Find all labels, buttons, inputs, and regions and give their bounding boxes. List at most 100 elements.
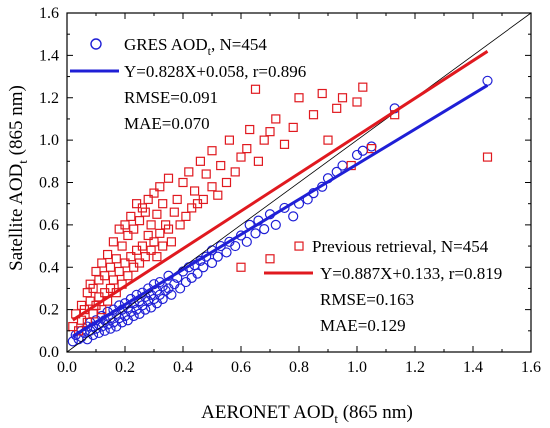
- previous-retrieval-point: [76, 315, 87, 325]
- previous-retrieval-point: [108, 237, 119, 247]
- previous-retrieval-point: [163, 173, 174, 183]
- x-tick-label: 0.4: [173, 359, 193, 376]
- previous-retrieval-point: [265, 127, 275, 137]
- gres-point: [99, 325, 110, 336]
- previous-retrieval-point: [195, 156, 205, 166]
- x-axis-title: AERONET AODt (865 nm): [201, 402, 413, 426]
- gres-point: [241, 236, 252, 247]
- previous-retrieval-point: [155, 228, 165, 238]
- x-tick-label: 0.2: [115, 359, 135, 376]
- previous-retrieval-point: [259, 135, 269, 145]
- gres-point: [279, 202, 290, 214]
- x-tick-label: 1.2: [405, 359, 425, 376]
- previous-retrieval-point: [155, 182, 165, 192]
- gres-point: [192, 268, 203, 279]
- gres-point: [259, 224, 270, 235]
- previous-retrieval-point: [143, 194, 153, 205]
- one-to-one-line: [66, 12, 532, 353]
- previous-retrieval-point: [181, 211, 191, 221]
- y-tick-labels: 0.0 0.2 0.4 0.6 0.8 1.0 1.2 1.4 1.6: [39, 5, 59, 361]
- legend-gres-label: GRES AODt, N=454: [124, 35, 267, 58]
- gres-point: [337, 160, 348, 171]
- previous-retrieval-point: [134, 216, 145, 226]
- previous-retrieval-point: [178, 177, 188, 188]
- previous-fit-line: [71, 50, 489, 322]
- y-tick-label: 1.4: [39, 47, 59, 64]
- previous-retrieval-point: [207, 146, 217, 156]
- gres-point: [166, 289, 177, 300]
- x-tick-label: 0.0: [57, 359, 77, 376]
- previous-retrieval-point: [140, 252, 150, 262]
- previous-retrieval-point: [317, 88, 327, 99]
- axis-ticks: [66, 12, 532, 353]
- legend-previous-rmse: RMSE=0.163: [320, 290, 414, 309]
- previous-retrieval-point: [149, 188, 159, 198]
- previous-retrieval-point: [366, 144, 377, 154]
- y-tick-label: 1.6: [39, 5, 59, 22]
- legend-previous-label: Previous retrieval, N=454: [312, 237, 489, 256]
- previous-retrieval-point: [230, 167, 240, 177]
- legend-previous-mae: MAE=0.129: [320, 316, 406, 335]
- previous-retrieval-point: [114, 266, 124, 277]
- previous-retrieval-point: [482, 152, 493, 162]
- previous-retrieval-point: [88, 283, 98, 294]
- previous-retrieval-point: [123, 230, 133, 241]
- previous-retrieval-point: [271, 114, 281, 124]
- previous-retrieval-point: [111, 254, 121, 264]
- previous-retrieval-point: [308, 110, 319, 120]
- gres-point: [221, 247, 232, 258]
- previous-retrieval-point: [294, 93, 304, 103]
- previous-retrieval-point: [207, 182, 217, 192]
- previous-retrieval-point: [332, 103, 342, 113]
- previous-retrieval-point: [279, 139, 290, 149]
- previous-retrieval-point: [117, 241, 127, 251]
- previous-retrieval-point: [100, 271, 110, 281]
- y-tick-label: 1.0: [39, 132, 59, 149]
- previous-retrieval-point: [213, 190, 223, 200]
- legend-previous-fit: Y=0.887X+0.133, r=0.819: [320, 264, 502, 283]
- previous-retrieval-point: [158, 241, 168, 251]
- y-tick-label: 0.8: [39, 175, 59, 192]
- gres-point: [116, 317, 128, 328]
- previous-retrieval-point: [358, 82, 368, 92]
- x-tick-label: 1.6: [521, 359, 541, 376]
- gres-point: [270, 219, 281, 230]
- previous-retrieval-point: [129, 224, 139, 234]
- previous-retrieval-point: [169, 207, 179, 217]
- previous-retrieval-point: [137, 241, 147, 251]
- legend-gres-mae: MAE=0.070: [124, 114, 210, 133]
- x-tick-labels: 0.0 0.2 0.4 0.6 0.8 1.0 1.2 1.4 1.6: [57, 359, 541, 376]
- previous-retrieval-point: [221, 177, 232, 188]
- previous-retrieval-point: [152, 252, 162, 262]
- gres-point: [366, 141, 377, 152]
- previous-retrieval-point: [108, 275, 119, 285]
- gres-point: [215, 240, 226, 252]
- legend-previous: Previous retrieval, N=454 Y=0.887X+0.133…: [264, 237, 502, 335]
- previous-retrieval-point: [337, 93, 348, 103]
- previous-retrieval-point: [140, 207, 150, 217]
- previous-retrieval-point: [294, 241, 304, 251]
- x-tick-label: 1.0: [347, 359, 367, 376]
- gres-fit-line: [72, 84, 489, 338]
- previous-retrieval-point: [224, 135, 234, 145]
- x-tick-label: 0.8: [289, 359, 309, 376]
- previous-retrieval-point: [97, 258, 107, 268]
- gres-point: [482, 75, 493, 86]
- previous-retrieval-point: [126, 211, 136, 221]
- legend-gres: GRES AODt, N=454 Y=0.828X+0.058, r=0.896…: [70, 35, 306, 133]
- previous-retrieval-point: [198, 194, 208, 205]
- gres-point: [175, 283, 186, 294]
- previous-retrieval-point: [245, 124, 255, 135]
- previous-retrieval-point: [146, 220, 156, 230]
- y-tick-label: 0.0: [39, 344, 59, 361]
- gres-point: [250, 228, 261, 239]
- previous-retrieval-point: [126, 252, 136, 262]
- previous-retrieval-point: [175, 220, 185, 230]
- previous-retrieval-point: [216, 160, 226, 171]
- previous-retrieval-point: [201, 169, 211, 179]
- legend-gres-fit: Y=0.828X+0.058, r=0.896: [124, 62, 306, 81]
- gres-point: [206, 257, 218, 269]
- previous-retrieval-point: [352, 97, 362, 107]
- previous-retrieval-point: [323, 135, 333, 145]
- x-tick-label: 1.4: [463, 359, 483, 376]
